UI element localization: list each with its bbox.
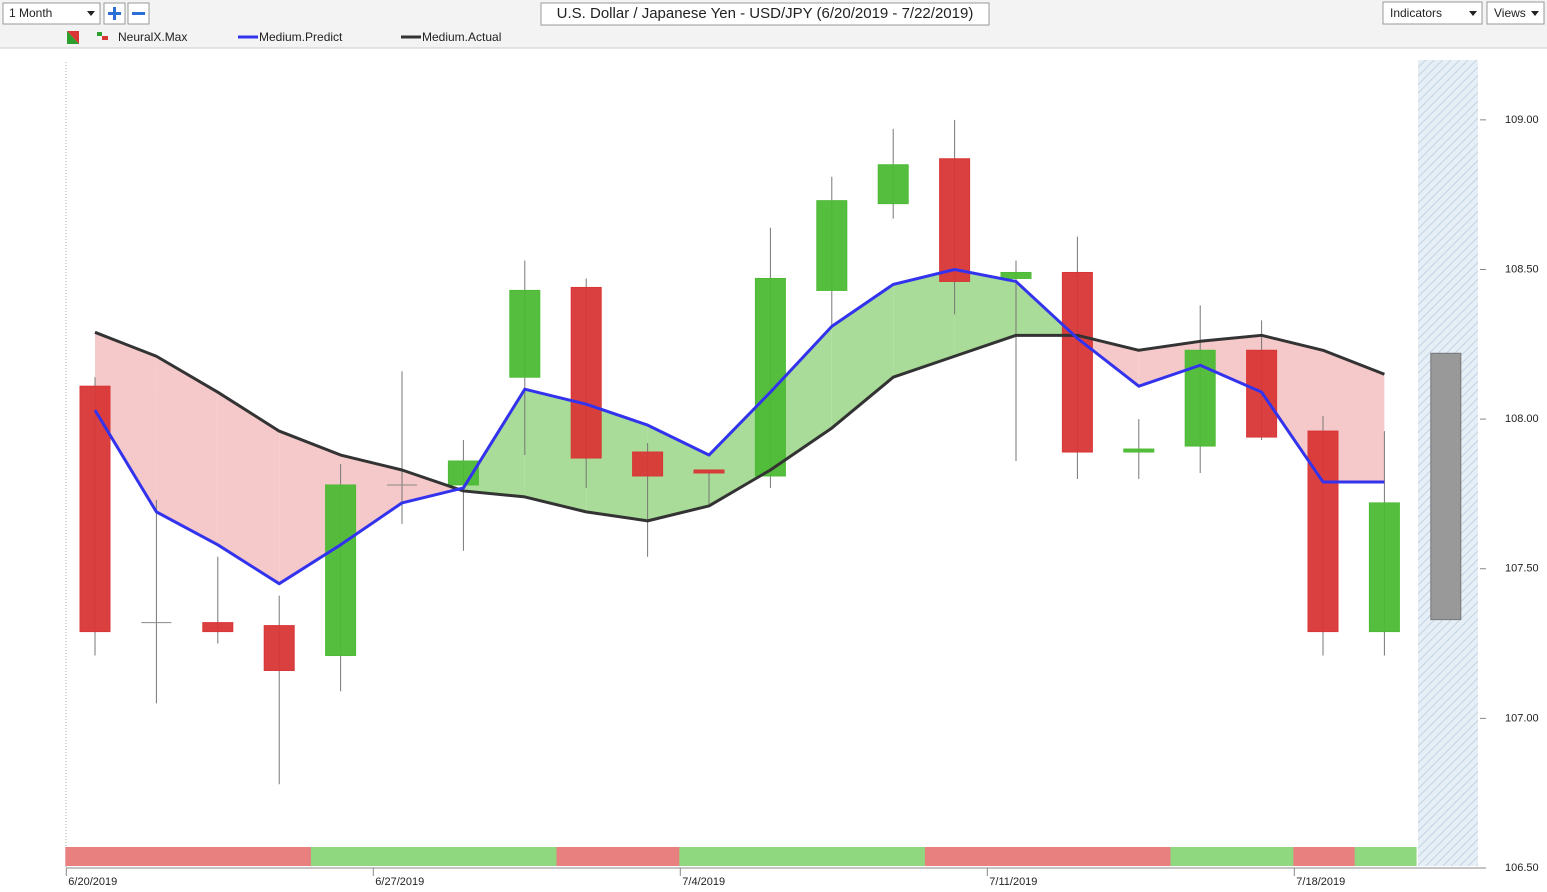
candle-body	[816, 200, 848, 291]
x-tick-label: 7/4/2019	[682, 876, 725, 888]
x-tick-label: 7/18/2019	[1296, 876, 1345, 888]
candle-body	[693, 469, 725, 474]
candle-body	[202, 622, 234, 633]
legend-label: NeuralX.Max	[118, 30, 187, 44]
band-fill	[217, 392, 280, 584]
signal-bar	[495, 847, 557, 866]
signal-bar	[1047, 847, 1110, 866]
y-tick-label: 106.50	[1505, 862, 1539, 874]
y-tick-label: 108.50	[1505, 263, 1539, 275]
signal-bar	[126, 847, 189, 866]
candle-body	[632, 451, 664, 477]
signal-bar	[65, 847, 128, 866]
band-fill	[893, 269, 955, 378]
y-tick-label: 107.50	[1505, 563, 1539, 575]
candle-body	[939, 158, 971, 282]
candle-body	[877, 164, 909, 205]
legend-label: Medium.Predict	[259, 30, 343, 44]
zoom-out[interactable]	[127, 2, 150, 25]
candle-body	[570, 286, 602, 459]
candle-body	[1368, 502, 1400, 633]
signal-bar	[863, 847, 926, 866]
candle-body	[1061, 271, 1093, 453]
candle-body	[79, 385, 111, 633]
candle-body	[1000, 271, 1032, 279]
legend-swatch	[97, 32, 102, 36]
series-line	[93, 267, 1385, 586]
signal-bar	[986, 847, 1049, 866]
band-fill	[954, 269, 1016, 357]
legend-swatch	[102, 36, 108, 40]
signal-bar	[188, 847, 250, 866]
signal-bar	[249, 847, 312, 866]
zoom-in[interactable]	[103, 2, 126, 25]
signal-bar	[372, 847, 435, 866]
y-tick-label: 109.00	[1505, 114, 1539, 126]
candle-body	[1123, 448, 1155, 453]
signal-bar	[310, 847, 373, 866]
candle-body	[1307, 430, 1339, 633]
signal-bar	[740, 847, 803, 866]
views-select[interactable]: Views	[1486, 1, 1545, 25]
band-fill	[156, 356, 218, 545]
views-text: Views	[1494, 6, 1526, 20]
forecast-box	[1430, 352, 1462, 621]
candle-body	[447, 460, 479, 486]
series-line	[94, 330, 1385, 523]
candle-body	[325, 484, 357, 657]
signal-bar	[924, 847, 987, 866]
signal-bar	[1293, 847, 1356, 866]
legend-icon	[67, 31, 79, 44]
signal-bar	[617, 847, 680, 866]
chart-title: U.S. Dollar / Japanese Yen - USD/JPY (6/…	[557, 5, 974, 22]
band-fill	[831, 284, 894, 429]
x-tick-label: 6/20/2019	[68, 876, 117, 888]
candle-body	[263, 625, 295, 671]
candle-body	[509, 289, 541, 378]
candle-body	[754, 277, 786, 477]
y-tick-label: 107.00	[1505, 712, 1539, 724]
band-fill	[95, 332, 157, 512]
range-select[interactable]: 1 Month	[2, 2, 101, 25]
band-fill	[402, 469, 459, 503]
signal-bar	[433, 847, 496, 866]
title-box	[540, 2, 990, 26]
signal-bar	[1354, 847, 1417, 866]
signal-bar	[1231, 847, 1294, 866]
x-tick-label: 6/27/2019	[375, 876, 424, 888]
indicators-select[interactable]: Indicators	[1382, 1, 1483, 25]
signal-bar	[1109, 847, 1171, 866]
signal-bar	[1170, 847, 1233, 866]
signal-bar	[802, 847, 864, 866]
signal-bar	[679, 847, 742, 866]
y-tick-label: 108.00	[1505, 413, 1539, 425]
legend-label: Medium.Actual	[422, 30, 501, 44]
range-text: 1 Month	[9, 6, 52, 20]
indicators-text: Indicators	[1390, 6, 1442, 20]
signal-bar	[556, 847, 619, 866]
x-tick-label: 7/11/2019	[989, 876, 1037, 888]
